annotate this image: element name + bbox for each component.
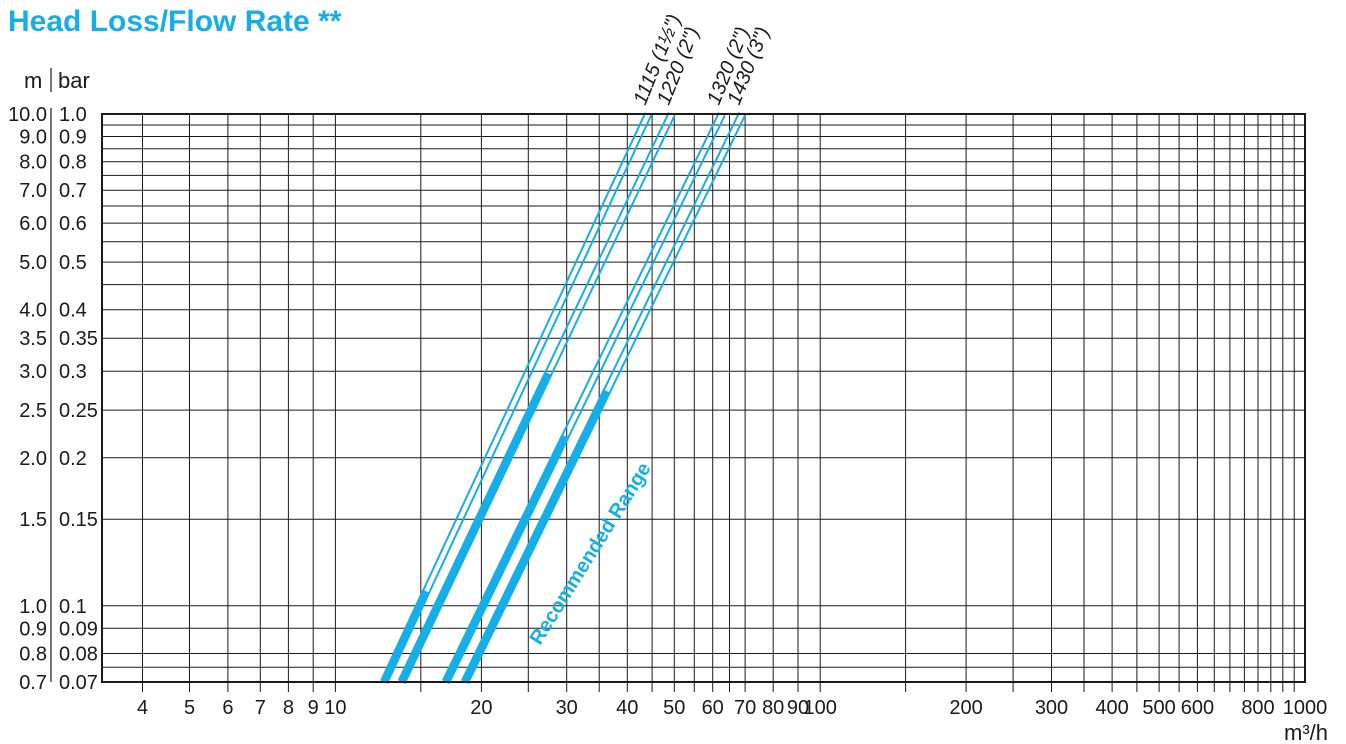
- series-recommended-3: [442, 434, 570, 684]
- series-recommended-4: [461, 389, 611, 684]
- x-tick-label: 80: [762, 697, 784, 719]
- x-tick-label: 30: [556, 697, 578, 719]
- series-line-1-edge-b: [380, 112, 647, 682]
- x-tick-label: 100: [804, 697, 837, 719]
- y-tick-label-bar: 0.5: [59, 252, 87, 274]
- x-tick-label: 6: [222, 697, 233, 719]
- y-tick-label-bar: 0.25: [59, 400, 98, 422]
- y-tick-label-m: 1.5: [19, 509, 47, 531]
- y-tick-label-m: 10.0: [8, 104, 47, 126]
- y-tick-label-bar: 0.09: [59, 618, 98, 640]
- y-tick-label-bar: 0.4: [59, 300, 87, 322]
- y-tick-label-bar: 0.07: [59, 672, 98, 694]
- y-tick-label-m: 6.0: [19, 213, 47, 235]
- x-tick-label: 20: [470, 697, 492, 719]
- y-tick-label-m: 7.0: [19, 180, 47, 202]
- y-tick-label-m: 8.0: [19, 152, 47, 174]
- x-tick-label: 40: [616, 697, 638, 719]
- x-tick-label: 7: [255, 697, 266, 719]
- y-tick-label-bar: 0.15: [59, 509, 98, 531]
- series-line-1-edge-a: [386, 114, 653, 684]
- grid: [102, 113, 1305, 683]
- y-tick-label-m: 2.5: [19, 400, 47, 422]
- x-tick-label: 10: [324, 697, 346, 719]
- x-tick-label: 60: [702, 697, 724, 719]
- y-tick-label-m: 0.8: [19, 644, 47, 666]
- y-tick-label-bar: 0.1: [59, 596, 87, 618]
- series-recommended-1: [380, 589, 431, 684]
- y-tick-label-bar: 0.3: [59, 361, 87, 383]
- y-axis-label-m: m: [24, 68, 42, 93]
- x-tick-label: 500: [1142, 697, 1175, 719]
- x-tick-label: 50: [663, 697, 685, 719]
- y-tick-label-bar: 0.7: [59, 180, 87, 202]
- series-lines: [380, 112, 746, 684]
- y-axis-label-bar: bar: [58, 68, 90, 93]
- x-tick-label: 600: [1181, 697, 1214, 719]
- x-tick-label: 400: [1095, 697, 1128, 719]
- x-tick-label: 70: [734, 697, 756, 719]
- y-tick-label-bar: 0.2: [59, 448, 87, 470]
- x-tick-label: 9: [308, 697, 319, 719]
- x-tick-label: 8: [283, 697, 294, 719]
- y-tick-label-m: 0.7: [19, 672, 47, 694]
- y-tick-label-m: 3.0: [19, 361, 47, 383]
- y-tick-label-m: 4.0: [19, 300, 47, 322]
- x-tick-label: 800: [1241, 697, 1274, 719]
- x-tick-label: 90: [787, 697, 809, 719]
- y-tick-label-bar: 0.35: [59, 328, 98, 350]
- y-tick-label-bar: 0.6: [59, 213, 87, 235]
- y-tick-label-bar: 0.08: [59, 644, 98, 666]
- series-labels: 1115 (1½")1220 (2") 1320 (2")1430 (3"): [630, 11, 775, 108]
- y-tick-label-bar: 0.8: [59, 152, 87, 174]
- y-tick-label-m: 0.9: [19, 618, 47, 640]
- y-tick-label-m: 3.5: [19, 328, 47, 350]
- x-axis-label: m³/h: [1284, 720, 1328, 744]
- x-tick-label: 300: [1035, 697, 1068, 719]
- series-recommended-2: [397, 371, 553, 684]
- y-tick-label-bar: 0.9: [59, 127, 87, 149]
- y-tick-label-bar: 1.0: [59, 104, 87, 126]
- chart-title: Head Loss/Flow Rate **: [8, 5, 342, 38]
- x-tick-label: 200: [949, 697, 982, 719]
- y-tick-label-m: 2.0: [19, 448, 47, 470]
- plot-frame: [101, 113, 1306, 683]
- y-tick-label-m: 9.0: [19, 127, 47, 149]
- y-tick-label-m: 1.0: [19, 596, 47, 618]
- y-tick-label-m: 5.0: [19, 252, 47, 274]
- x-tick-label: 5: [184, 697, 195, 719]
- x-tick-label: 1000: [1283, 697, 1328, 719]
- x-tick-label: 4: [137, 697, 148, 719]
